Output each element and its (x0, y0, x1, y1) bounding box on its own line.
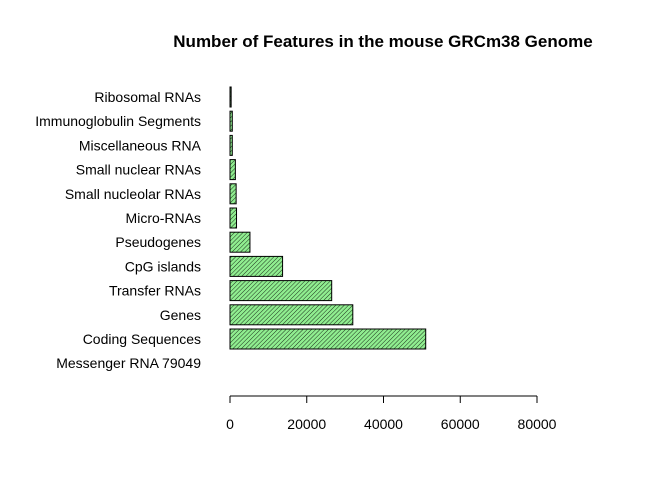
x-tick-label: 40000 (364, 416, 403, 432)
bar (229, 304, 354, 326)
category-label: Micro-RNAs (126, 210, 201, 226)
category-label: Small nucleolar RNAs (65, 186, 201, 202)
bar (229, 280, 333, 302)
category-label: Immunoglobulin Segments (35, 113, 201, 129)
bars-group (229, 86, 427, 350)
bar (229, 134, 233, 156)
chart-title: Number of Features in the mouse GRCm38 G… (173, 32, 592, 51)
bar (229, 328, 427, 350)
extra-category-label: Messenger RNA 79049 (56, 355, 201, 371)
x-tick-label: 60000 (441, 416, 480, 432)
category-label: Small nuclear RNAs (76, 162, 201, 178)
bar (229, 183, 237, 205)
bar (229, 159, 236, 181)
bar (229, 231, 251, 253)
category-label: CpG islands (125, 258, 201, 274)
x-tick-label: 20000 (287, 416, 326, 432)
category-labels: Messenger RNA 79049 Coding Sequences Genes… (35, 89, 201, 371)
x-axis: 0 20000 40000 60000 80000 (226, 395, 557, 432)
category-label: Genes (160, 307, 201, 323)
bar (229, 255, 284, 277)
bar (229, 110, 233, 132)
bar (229, 86, 232, 108)
bar (229, 207, 238, 229)
x-tick-label: 80000 (518, 416, 557, 432)
category-label: Miscellaneous RNA (79, 137, 202, 153)
category-label: Pseudogenes (115, 234, 201, 250)
x-tick-label: 0 (226, 416, 234, 432)
category-label: Ribosomal RNAs (94, 89, 201, 105)
category-label: Transfer RNAs (109, 283, 201, 299)
category-label: Coding Sequences (83, 331, 201, 347)
